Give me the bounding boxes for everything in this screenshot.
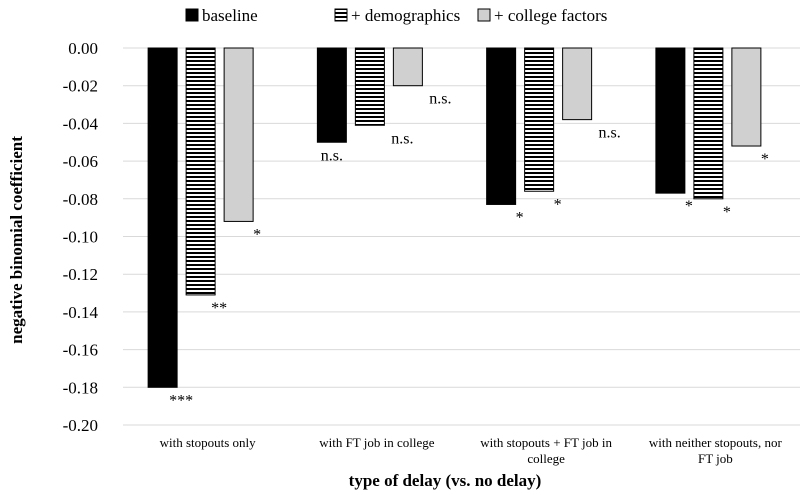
bar (316, 47, 347, 143)
x-axis-title: type of delay (vs. no delay) (349, 471, 542, 490)
significance-label: *** (169, 392, 193, 409)
y-tick-label: 0.00 (68, 39, 98, 58)
y-tick-label: -0.06 (63, 152, 98, 171)
y-tick-label: -0.10 (63, 228, 98, 247)
legend-swatch (334, 8, 348, 22)
y-tick-label: -0.02 (63, 77, 98, 96)
y-tick-label: -0.18 (63, 378, 98, 397)
significance-label: * (253, 226, 261, 243)
x-axis-categories: with stopouts only with FT job in college… (160, 435, 783, 466)
legend-label: baseline (202, 6, 258, 25)
significance-label: n.s. (599, 125, 621, 142)
x-category-label: with stopouts + FT job in (480, 435, 612, 450)
x-category-label: with neither stopouts, nor (649, 435, 783, 450)
legend-label: + demographics (351, 6, 460, 25)
significance-label: ** (211, 300, 227, 317)
significance-labels: ******n.s.n.s.n.s.**n.s.* ** (169, 91, 769, 410)
significance-label: n.s. (321, 147, 343, 164)
x-category-label: with stopouts only (160, 435, 257, 450)
bar (731, 47, 762, 147)
significance-label: * (761, 151, 769, 168)
significance-label: * (685, 198, 693, 215)
significance-label: n.s. (429, 91, 451, 108)
y-tick-label: -0.12 (63, 265, 98, 284)
legend-swatch (185, 8, 199, 22)
bar (693, 47, 724, 200)
y-tick-label: -0.08 (63, 190, 98, 209)
significance-label: * (516, 209, 524, 226)
bar (147, 47, 178, 388)
y-axis-title: negative binomial coefficient (7, 136, 26, 344)
x-category-label: college (527, 451, 565, 466)
y-tick-label: -0.20 (63, 416, 98, 435)
bar (486, 47, 517, 205)
y-tick-label: -0.14 (63, 303, 99, 322)
bar (392, 47, 423, 87)
y-tick-label: -0.16 (63, 341, 98, 360)
y-axis-ticks: 0.00 -0.02 -0.04 -0.06 -0.08 -0.10 -0.12 -0.14 -… (63, 39, 99, 435)
bars (147, 47, 762, 388)
bar (562, 47, 593, 121)
legend: baseline + demographics + college factors (185, 6, 607, 25)
x-category-label: with FT job in college (319, 435, 435, 450)
bar (655, 47, 686, 194)
bar (524, 47, 555, 192)
bar (185, 47, 216, 296)
bar (223, 47, 254, 222)
x-category-label: FT job (698, 451, 733, 466)
significance-label: n.s. (391, 130, 413, 147)
significance-label: * (723, 204, 731, 221)
y-tick-label: -0.04 (63, 114, 99, 133)
legend-label: + college factors (494, 6, 607, 25)
legend-swatch (477, 8, 491, 22)
significance-label: * (554, 196, 562, 213)
bar (354, 47, 385, 126)
